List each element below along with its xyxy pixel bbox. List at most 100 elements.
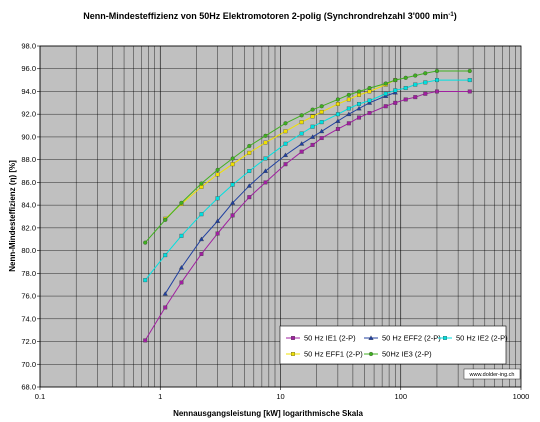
legend-item: 50 Hz IE1 (2-P) [286,334,356,343]
y-tick-label: 68.0 [21,383,36,392]
data-point [346,106,351,111]
legend-label: 50 Hz EFF1 (2-P) [304,350,363,359]
x-tick-label: 0.1 [35,392,45,401]
data-point [215,231,220,236]
y-axis-label: Nenn-Mindesteffizienz (η) [%] [8,160,17,272]
chart-title-sup: -1 [448,12,454,18]
legend-marker [291,352,295,356]
data-point [263,156,268,161]
data-point [335,112,340,117]
data-point [283,121,288,126]
credit-box [463,368,521,380]
data-point [434,89,439,94]
legend-item: 50Hz IE3 (2-P) [364,350,432,359]
data-point [403,97,408,102]
data-point [434,78,439,83]
y-tick-label: 80.0 [21,246,36,255]
data-point [199,184,204,189]
data-point [357,115,361,120]
data-point [319,128,325,134]
y-tick-label: 74.0 [21,314,36,323]
x-axis-ticks: 0.1 1 10 100 1000 [35,387,530,401]
data-point [346,92,351,97]
y-tick-label: 82.0 [21,223,36,232]
data-point [163,305,168,310]
x-tick-label: 1000 [513,392,530,401]
legend-label: 50Hz IE3 (2-P) [382,350,432,359]
data-point [247,169,252,173]
data-point [393,100,398,105]
chart-title-main: Nenn-Mindesteffizienz von 50Hz Elektromo… [83,11,448,21]
data-point [367,89,372,94]
data-point [383,93,389,98]
data-point [434,68,439,74]
data-point [356,105,362,111]
data-point [467,78,472,83]
series-2 [162,90,398,296]
data-point [413,95,418,100]
y-tick-label: 90.0 [21,132,36,141]
legend-marker [368,335,374,340]
data-point [367,98,372,103]
data-point [393,78,398,83]
data-point [162,291,168,296]
data-point [335,118,341,123]
y-tick-label: 70.0 [21,360,36,369]
data-point [215,172,220,177]
legend-item: 50 Hz EFF1 (2-P) [286,350,363,359]
data-point [199,181,204,186]
data-point [423,80,428,85]
credit-text: www.dolder-ing.ch [469,372,515,378]
data-point [357,102,361,106]
data-point [215,196,220,201]
chart-title-end: ) [454,11,457,21]
data-point [199,212,204,217]
data-point [383,104,388,109]
y-tick-label: 76.0 [21,292,36,301]
data-point [310,142,315,147]
data-point [299,120,304,125]
data-point [403,75,408,80]
data-point [357,92,361,97]
y-tick-label: 84.0 [21,201,36,210]
data-point [263,140,268,145]
data-point [230,200,236,205]
data-point [310,124,315,129]
data-point [282,152,289,157]
data-point [335,97,340,102]
data-point [319,120,324,125]
data-point [179,280,184,285]
data-point [247,150,252,155]
series-5 [143,68,472,245]
data-point [299,141,305,146]
x-tick-label: 1 [158,392,162,401]
data-point [366,100,373,105]
data-point [230,213,235,218]
data-point [356,89,362,94]
data-point [263,133,268,138]
data-point [319,109,324,114]
data-point [383,91,388,96]
y-tick-label: 78.0 [21,269,36,278]
data-point [310,107,315,112]
data-point [423,71,428,76]
series-lines [143,68,472,343]
data-point [178,265,184,270]
y-tick-label: 98.0 [21,42,36,51]
legend-label: 50 Hz IE1 (2-P) [304,334,356,343]
data-point [467,89,472,94]
series-1 [143,89,472,343]
data-point [247,143,252,149]
data-point [163,253,168,258]
data-point [310,114,315,119]
y-tick-label: 94.0 [21,87,36,96]
data-point [335,102,340,106]
legend-marker [291,336,295,340]
data-point [319,104,324,109]
data-point [346,111,352,117]
data-point [247,195,252,200]
data-point [283,129,288,134]
data-point [283,141,288,146]
data-point [198,236,204,242]
